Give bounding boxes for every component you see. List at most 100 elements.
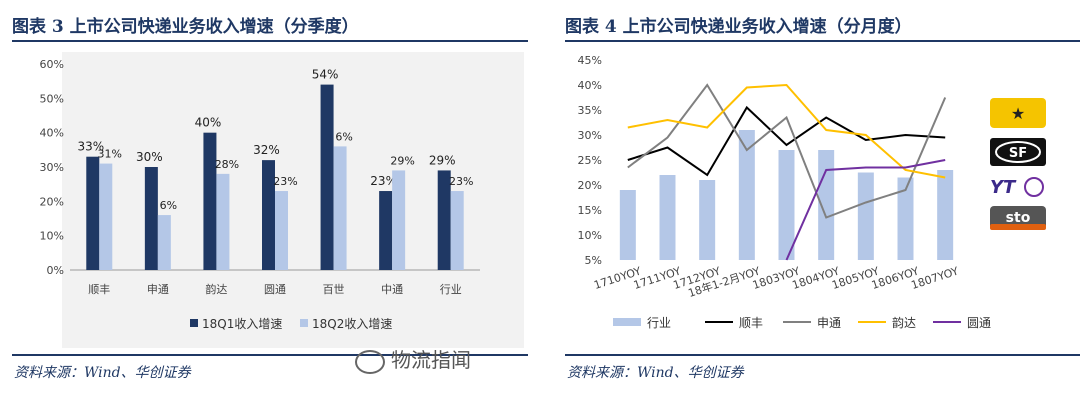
data-label: 32%: [253, 143, 280, 157]
legend-swatch: [613, 318, 641, 326]
y-tick-label: 40%: [578, 79, 602, 92]
data-label: 40%: [195, 116, 222, 130]
bar-18q2: [392, 170, 406, 270]
data-label: 28%: [215, 158, 239, 171]
quarterly-bar-chart: 0% 10% 20% 30% 40% 50% 60% 33%31% 顺丰 30% 6% 申通 40% 28…: [40, 52, 524, 348]
y-tick-label: 0%: [47, 264, 64, 277]
bar-18q1: [379, 191, 393, 270]
logo-background: [990, 98, 1046, 128]
logo-mark: YT: [990, 177, 1017, 198]
line-sf: [627, 105, 946, 177]
left-chart-panel: 图表 3 上市公司快递业务收入增速（分季度） 0% 10% 20% 30% 40% 50%…: [0, 0, 528, 410]
watermark: 物流指闻: [355, 344, 471, 374]
y-tick-label: 30%: [40, 161, 64, 174]
legend-label: 18Q1收入增速: [202, 317, 282, 331]
x-tick-label: 百世: [323, 283, 345, 296]
bar-18q1: [320, 84, 334, 270]
yunda-logo: ★韵达: [990, 98, 1046, 128]
x-tick-label: 顺丰: [88, 283, 110, 296]
bar-18q1: [262, 160, 275, 270]
data-label: 6%: [160, 199, 177, 212]
y-tick-label: 45%: [578, 54, 602, 67]
left-source-rule: [12, 354, 528, 356]
legend-swatch: [300, 319, 308, 327]
legend-label: 韵达: [892, 315, 916, 330]
data-label: 33%: [77, 140, 104, 154]
x-tick-label: 申通: [147, 283, 169, 296]
line-yunda: [627, 83, 946, 179]
bar-industry: [937, 170, 954, 260]
right-chart-title: 图表 4 上市公司快递业务收入增速（分月度）: [565, 17, 912, 37]
data-label: 6%: [335, 130, 352, 143]
y-tick-label: 25%: [578, 154, 602, 167]
legend-swatch: [190, 319, 198, 327]
line-sto: [627, 83, 947, 219]
monthly-combo-chart: 5%10%15%20%25%30%35%40%45%1710YOY1711YOY…: [553, 0, 1046, 330]
right-source-note: 资料来源：Wind、华创证券: [567, 365, 744, 381]
left-source-note: 资料来源：Wind、华创证券: [14, 365, 191, 381]
bar-18q2: [333, 146, 347, 270]
watermark-text: 物流指闻: [391, 348, 471, 372]
bar-18q1: [144, 167, 158, 270]
y-tick-label: 20%: [40, 195, 64, 208]
bar-industry: [738, 130, 755, 260]
legend-label: 圆通: [967, 316, 991, 330]
bar-industry: [857, 172, 874, 260]
bar-industry: [897, 177, 914, 260]
y-tick-label: 50%: [40, 92, 64, 105]
data-label: 31%: [98, 148, 122, 161]
logo-stripe: [990, 224, 1046, 230]
left-title-rule: [12, 40, 528, 42]
y-tick-label: 10%: [40, 230, 64, 243]
data-label: 23%: [370, 174, 397, 188]
data-label: 23%: [449, 175, 473, 188]
data-label: 30%: [136, 150, 163, 164]
y-tick-label: 60%: [40, 58, 64, 71]
bar-industry: [778, 150, 795, 260]
left-chart-title: 图表 3 上市公司快递业务收入增速（分季度）: [12, 17, 359, 37]
y-tick-label: 10%: [578, 229, 602, 242]
star-icon: ★: [1011, 104, 1025, 123]
bar-18q2: [99, 163, 113, 270]
bar-18q1: [86, 156, 100, 270]
data-label: 29%: [390, 154, 414, 167]
sto-logo: sto 申通: [553, 0, 1046, 230]
y-tick-label: 20%: [578, 179, 602, 192]
y-tick-label: 30%: [578, 129, 602, 142]
legend-label: 申通: [817, 316, 841, 330]
x-tick-label: 圆通: [264, 283, 286, 296]
bar-18q2: [157, 215, 171, 270]
data-label: 29%: [429, 153, 456, 167]
bar-industry: [659, 175, 676, 260]
legend-label: 18Q2收入增速: [312, 317, 392, 331]
right-chart-panel: 图表 4 上市公司快递业务收入增速（分月度） 5% 10% 15% 20% 25% 30%…: [553, 0, 1080, 410]
data-label: 54%: [312, 68, 339, 82]
bar-18q2: [275, 191, 288, 270]
x-tick-label: 韵达: [205, 282, 227, 296]
logo-ring: [1024, 177, 1044, 197]
bar-industry: [619, 190, 636, 260]
wechat-icon: [355, 349, 385, 374]
legend-label: 顺丰: [739, 316, 763, 330]
bar-18q2: [216, 173, 230, 270]
logo-name: 申通: [553, 0, 555, 1]
right-title-rule: [565, 40, 1080, 42]
right-source-rule: [565, 354, 1080, 356]
bar-industry: [699, 180, 716, 260]
bar-18q1: [203, 132, 217, 270]
x-tick-label: 行业: [440, 283, 462, 296]
line-yto: [785, 159, 946, 261]
bar-18q2: [450, 191, 464, 270]
logo-mark: SF: [1009, 146, 1027, 161]
y-tick-label: 15%: [578, 204, 602, 217]
bar-18q1: [437, 170, 451, 270]
y-tick-label: 35%: [578, 104, 602, 117]
legend-label: 行业: [647, 316, 671, 330]
y-tick-label: 5%: [585, 254, 602, 267]
x-tick-label: 中通: [381, 283, 403, 296]
data-label: 23%: [273, 175, 297, 188]
logo-ring: [995, 141, 1041, 163]
y-tick-label: 40%: [40, 127, 64, 140]
